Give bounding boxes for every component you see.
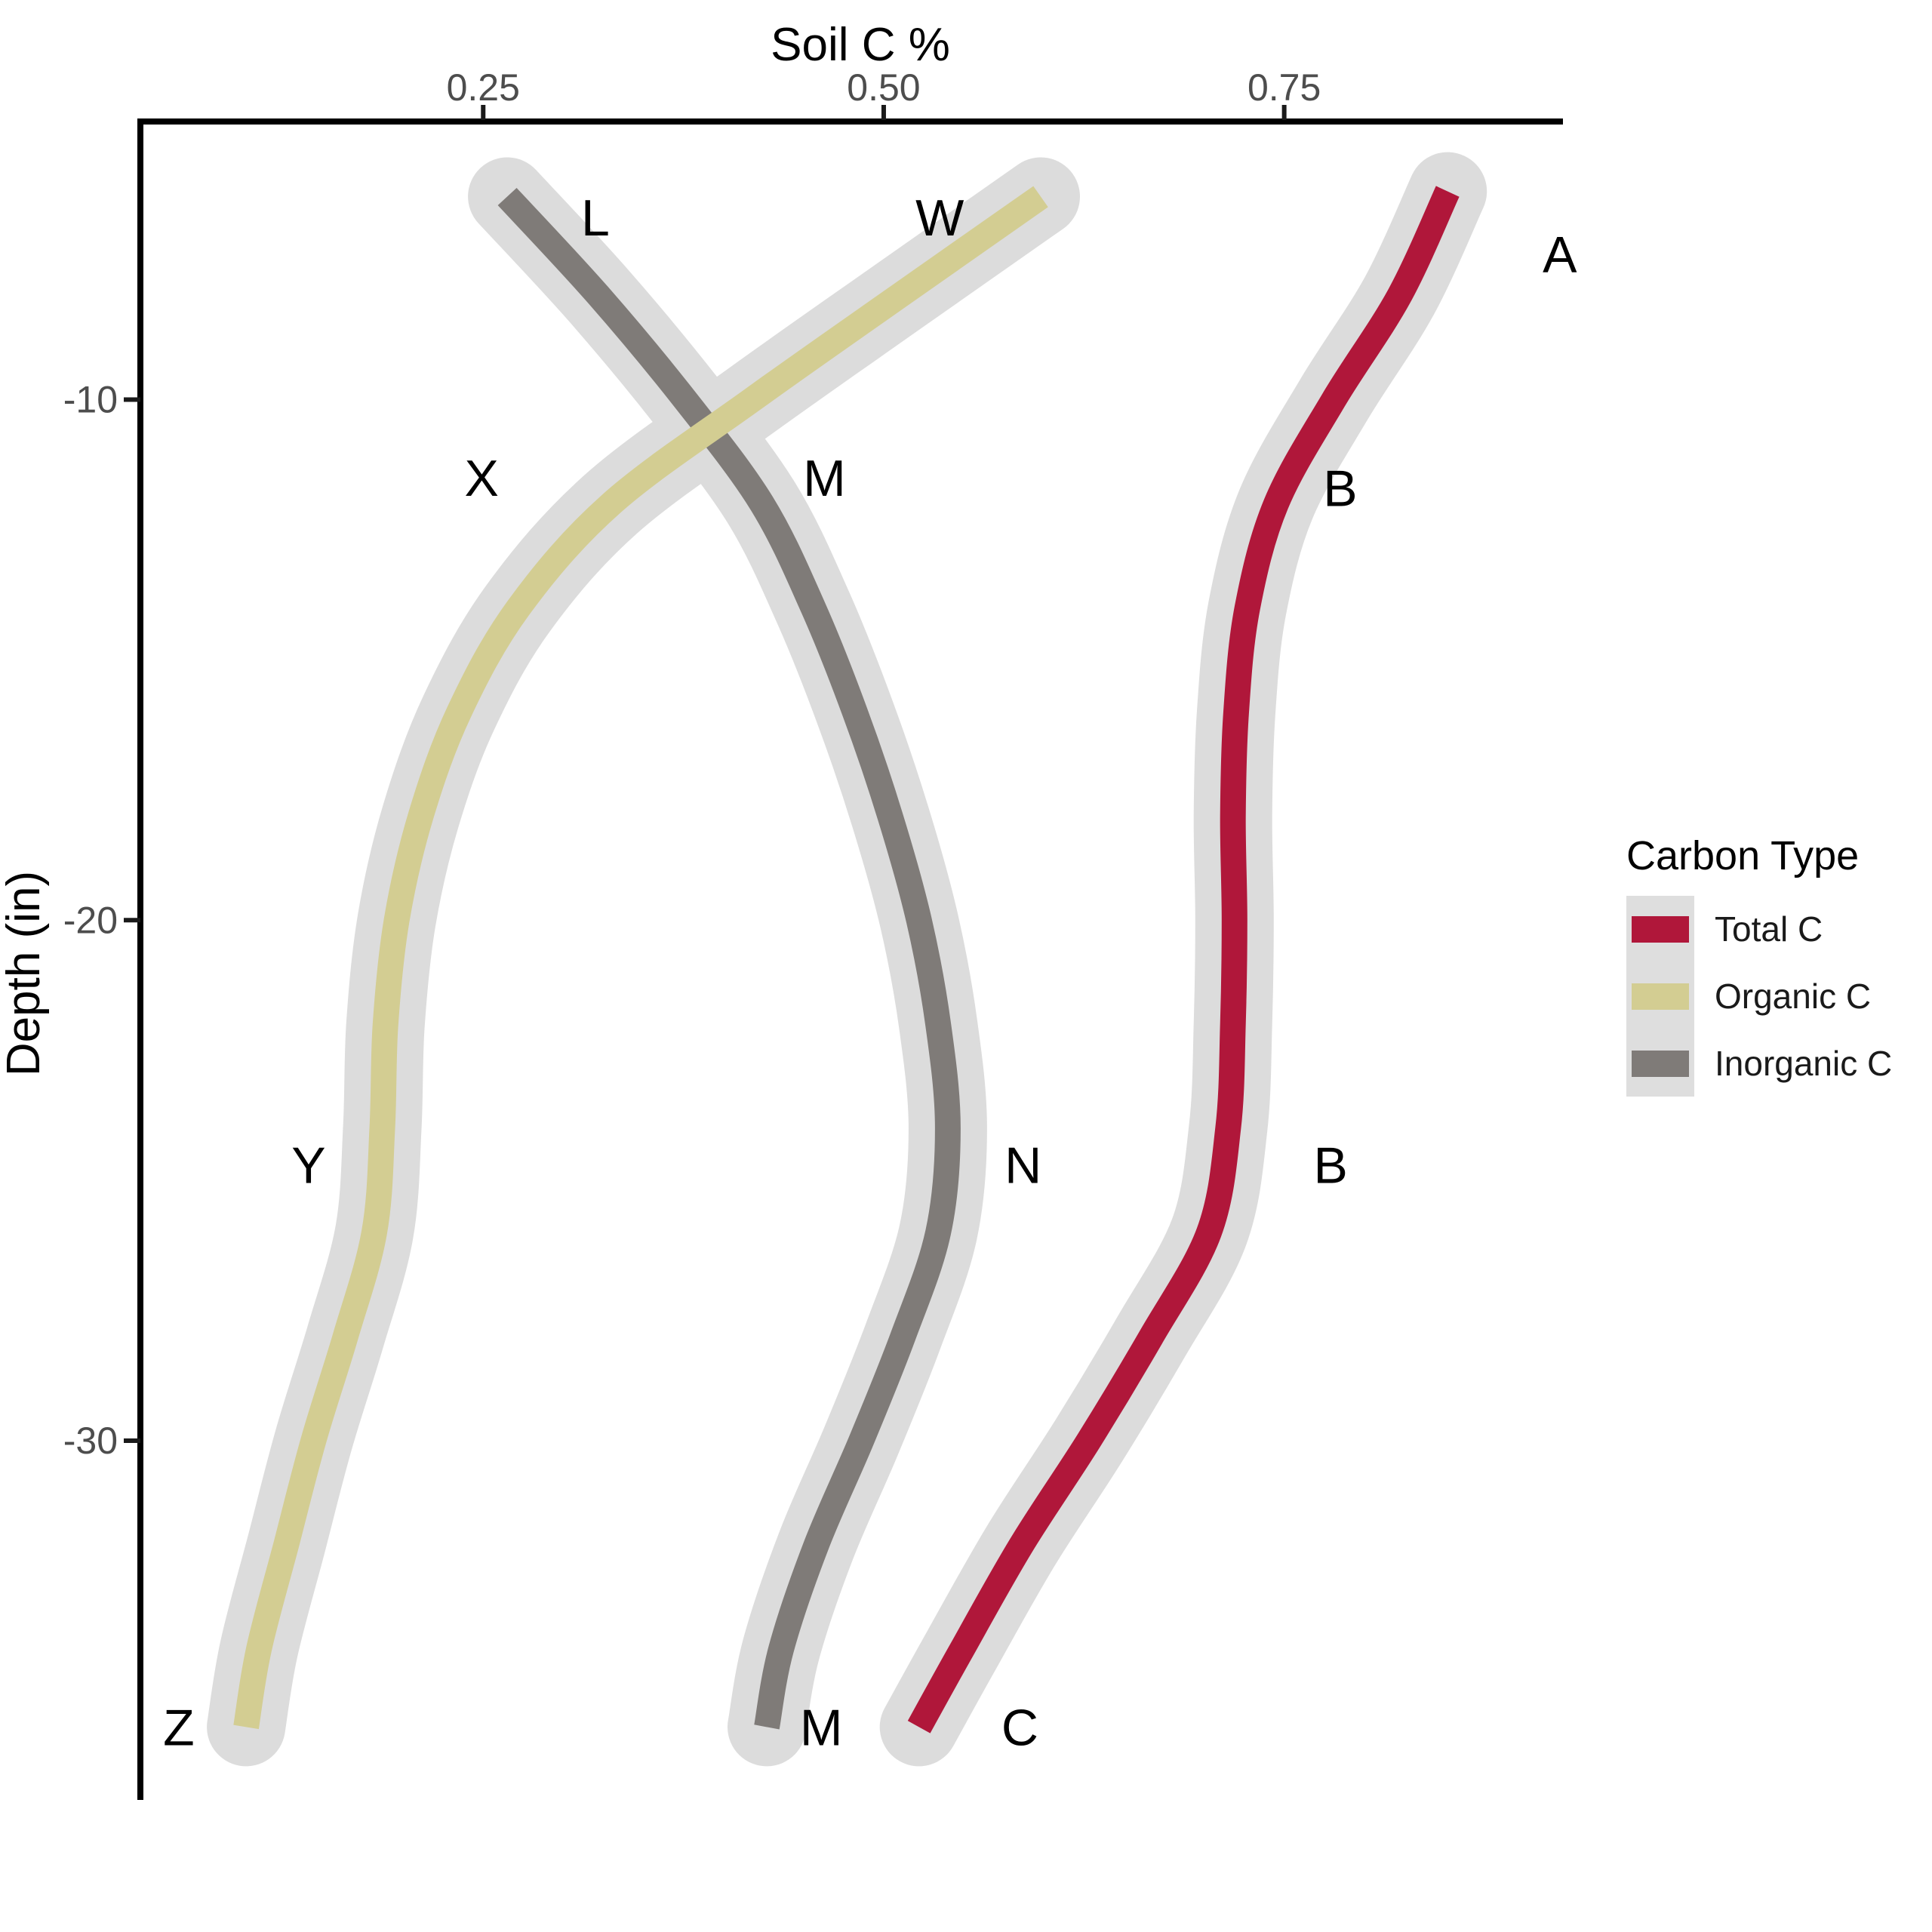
legend: Carbon Type Total C Organic C Inorganic C xyxy=(1626,833,1892,1097)
annotation-letter-b: B xyxy=(1323,460,1357,518)
annotation-letter-w: W xyxy=(915,189,964,247)
y-tick-label: -10 xyxy=(63,378,118,420)
x-tick-label: 0.25 xyxy=(447,66,520,109)
legend-label-total-c: Total C xyxy=(1715,909,1823,949)
series-lines xyxy=(233,186,1460,1734)
ribbon-total-c xyxy=(879,152,1487,1767)
letter-annotations: L W A X M B Y N B Z M C xyxy=(163,189,1577,1756)
annotation-letter-a: A xyxy=(1543,226,1577,283)
legend-swatch-inorganic-c xyxy=(1632,1051,1689,1077)
x-tick-label: 0.75 xyxy=(1247,66,1321,109)
legend-label-inorganic-c: Inorganic C xyxy=(1715,1044,1892,1083)
y-tick-label: -20 xyxy=(63,899,118,941)
line-organic-c xyxy=(233,186,1048,1730)
annotation-letter-n: N xyxy=(1004,1137,1041,1194)
annotation-letter-m: M xyxy=(800,1699,843,1756)
annotation-letter-b: B xyxy=(1314,1137,1348,1194)
x-axis-ticks: 0.25 0.50 0.75 xyxy=(447,66,1321,120)
x-axis-title: Soil C % xyxy=(771,19,950,71)
legend-label-organic-c: Organic C xyxy=(1715,977,1871,1016)
annotation-letter-x: X xyxy=(464,450,498,507)
annotation-letter-m: M xyxy=(803,450,846,507)
legend-swatch-organic-c xyxy=(1632,983,1689,1010)
annotation-letter-l: L xyxy=(581,189,610,247)
annotation-letter-c: C xyxy=(1001,1699,1038,1756)
legend-swatch-total-c xyxy=(1632,916,1689,943)
annotation-letter-z: Z xyxy=(163,1699,195,1756)
y-axis-title: Depth (in) xyxy=(0,871,50,1076)
y-tick-label: -30 xyxy=(63,1420,118,1462)
legend-items: Total C Organic C Inorganic C xyxy=(1632,909,1892,1083)
legend-title: Carbon Type xyxy=(1626,833,1859,878)
line-total-c xyxy=(907,186,1460,1734)
y-axis-ticks: -10 -20 -30 xyxy=(63,378,140,1462)
axes: 0.25 0.50 0.75 -10 -20 -30 Soil C % Depth (i… xyxy=(0,19,1563,1800)
annotation-letter-y: Y xyxy=(291,1137,325,1194)
x-tick-label: 0.50 xyxy=(847,66,920,109)
